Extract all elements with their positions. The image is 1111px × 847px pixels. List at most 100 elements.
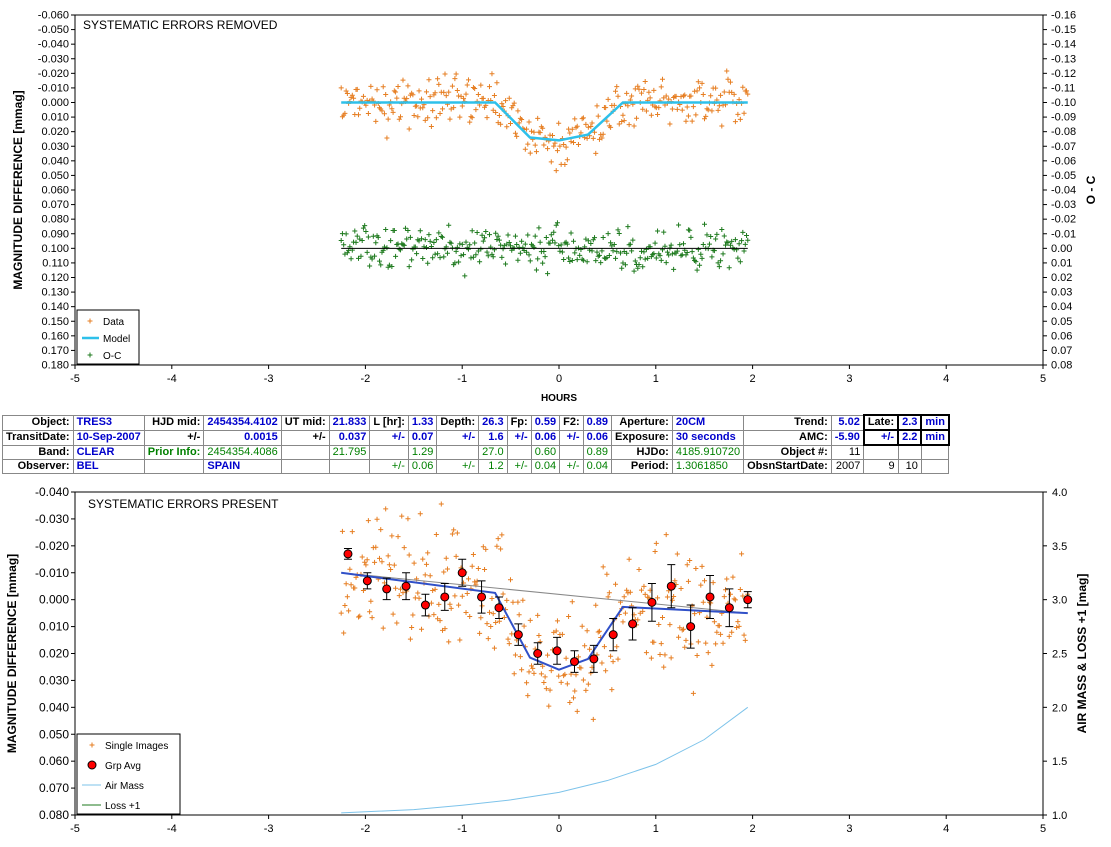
single-image-point: [714, 629, 720, 635]
oc-point: [490, 254, 496, 260]
info-cell: [436, 444, 480, 460]
oc-point: [592, 235, 598, 241]
oc-point: [674, 248, 680, 254]
bottom-chart-title: SYSTEMATIC ERRORS PRESENT: [88, 497, 279, 511]
single-image-point: [659, 614, 665, 620]
data-point: [571, 139, 577, 145]
data-point: [457, 114, 463, 120]
oc-point: [744, 233, 750, 239]
oc-point: [499, 254, 505, 260]
oc-point: [613, 255, 619, 261]
oc-point: [525, 232, 531, 238]
single-image-point: [562, 671, 568, 677]
data-point: [381, 111, 387, 117]
oc-point: [484, 249, 490, 255]
single-image-point: [525, 693, 531, 699]
single-image-point: [510, 599, 516, 605]
data-point: [695, 79, 701, 85]
data-point: [385, 116, 391, 122]
oc-point: [718, 258, 724, 264]
oc-point: [693, 259, 699, 265]
data-point: [745, 91, 751, 97]
single-image-point: [543, 686, 549, 692]
single-image-point: [391, 562, 397, 568]
single-image-point: [464, 591, 470, 597]
single-image-point: [448, 605, 454, 611]
single-image-point: [368, 598, 374, 604]
single-image-point: [566, 614, 572, 620]
data-point: [699, 80, 705, 86]
data-point: [688, 93, 694, 99]
oc-point: [401, 242, 407, 248]
data-point: [426, 77, 432, 83]
oc-point: [741, 248, 747, 254]
oc-point: [402, 225, 408, 231]
single-image-point: [394, 620, 400, 626]
legend-loss-label: Loss +1: [105, 801, 141, 812]
oc-point: [643, 246, 649, 252]
top-y-tick-label: 0.010: [41, 112, 69, 124]
data-point: [721, 89, 727, 95]
data-point: [475, 91, 481, 97]
top-y2-tick-label: -0.12: [1051, 68, 1076, 80]
single-image-point: [399, 513, 405, 519]
data-point: [394, 95, 400, 101]
single-image-point: [681, 626, 687, 632]
oc-point: [467, 242, 473, 248]
oc-point: [372, 253, 378, 259]
oc-point: [427, 238, 433, 244]
single-image-point: [509, 631, 515, 637]
data-point: [564, 157, 570, 163]
info-cell: ObsnStartDate:: [743, 459, 832, 474]
single-image-point: [610, 659, 616, 665]
single-image-point: [622, 610, 628, 616]
single-image-point: [486, 609, 492, 615]
info-cell: -5.90: [830, 429, 865, 446]
grp-avg-point: [589, 654, 599, 664]
data-point: [624, 90, 630, 96]
data-point: [515, 108, 521, 114]
single-image-point: [548, 668, 554, 674]
data-point: [379, 108, 385, 114]
grp-avg-point: [569, 657, 579, 667]
top-y2-tick-label: 0.02: [1051, 272, 1072, 284]
single-image-point: [372, 559, 378, 565]
single-image-point: [695, 639, 701, 645]
single-image-point: [698, 582, 704, 588]
data-point: [491, 92, 497, 98]
data-point: [415, 114, 421, 120]
info-cell: AMC:: [743, 429, 832, 446]
single-image-point: [385, 553, 391, 559]
top-y2-tick-label: -0.01: [1051, 228, 1076, 240]
oc-point: [593, 258, 599, 264]
data-point: [574, 123, 580, 129]
data-point: [380, 84, 386, 90]
oc-point: [709, 254, 715, 260]
single-image-point: [459, 593, 465, 599]
single-image-point: [369, 615, 375, 621]
data-point: [585, 124, 591, 130]
oc-point: [614, 249, 620, 255]
oc-point: [494, 236, 500, 242]
oc-point: [341, 242, 347, 248]
oc-point: [625, 224, 631, 230]
oc-point: [446, 222, 452, 228]
single-image-point: [420, 556, 426, 562]
bottom-y2-tick-label: 1.5: [1052, 756, 1067, 768]
single-image-point: [472, 579, 478, 585]
single-image-point: [488, 623, 494, 629]
data-point: [511, 100, 517, 106]
top-y2-tick-label: -0.04: [1051, 185, 1076, 197]
oc-point: [666, 252, 672, 258]
data-point: [588, 124, 594, 130]
info-cell: 10-Sep-2007: [72, 429, 145, 446]
top-x-tick-label: 5: [1040, 373, 1046, 385]
single-image-point: [504, 597, 510, 603]
single-image-point: [438, 501, 444, 507]
info-cell: 11: [830, 444, 865, 460]
top-plot-frame: [74, 14, 1044, 366]
single-image-point: [621, 594, 627, 600]
info-cell: UT mid:: [280, 414, 330, 431]
single-image-point: [432, 586, 438, 592]
oc-point: [405, 228, 411, 234]
